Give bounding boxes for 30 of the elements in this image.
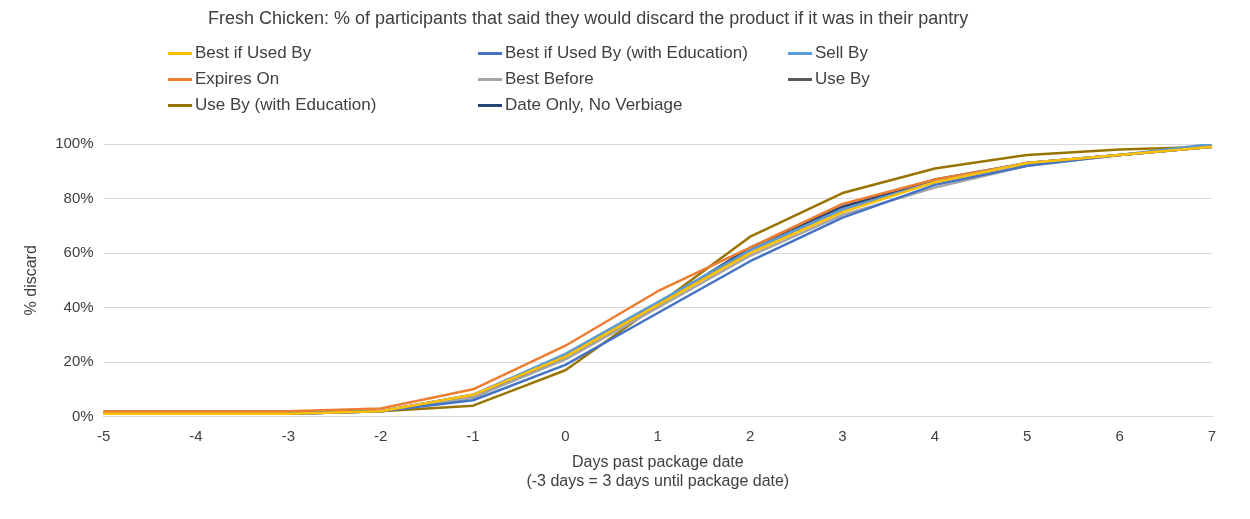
legend-label: Expires On	[195, 69, 280, 89]
legend-label: Best if Used By (with Education)	[505, 43, 748, 63]
legend-label: Use By	[815, 69, 870, 89]
x-tick-label: -2	[374, 426, 388, 444]
y-tick-label: 40%	[63, 297, 94, 315]
y-tick-label: 0%	[71, 406, 94, 424]
x-tick-label: -3	[281, 426, 295, 444]
chart-title: Fresh Chicken: % of participants that said they would discard the product if it was in their pantry	[208, 8, 970, 29]
legend-label: Best if Used By	[195, 43, 312, 63]
legend-label: Date Only, No Verbiage	[505, 95, 683, 115]
x-tick-label: 1	[653, 426, 662, 444]
x-tick-label: -5	[96, 426, 111, 444]
x-tick-label: 2	[745, 426, 755, 444]
x-tick-label: 5	[1023, 426, 1032, 444]
y-tick-label: 80%	[63, 188, 94, 206]
legend-label: Sell By	[815, 43, 868, 63]
x-tick-label: -1	[466, 426, 480, 444]
x-axis-title: Days past package date (-3 days = 3 days until package date)	[526, 452, 790, 489]
x-tick-label: 3	[838, 426, 847, 444]
x-tick-label: -4	[189, 426, 203, 444]
y-tick-label: 20%	[63, 352, 94, 370]
x-tick-label: 0	[561, 426, 570, 444]
legend-label: Use By (with Education)	[195, 95, 377, 115]
x-tick-label: 4	[930, 426, 940, 444]
x-tick-label: 6	[1115, 426, 1124, 444]
y-axis-title: % discard	[22, 245, 40, 316]
y-tick-label: 100%	[55, 134, 94, 152]
y-tick-label: 60%	[63, 243, 94, 261]
x-tick-label: 7	[1207, 426, 1217, 444]
legend-label: Best Before	[505, 69, 594, 89]
